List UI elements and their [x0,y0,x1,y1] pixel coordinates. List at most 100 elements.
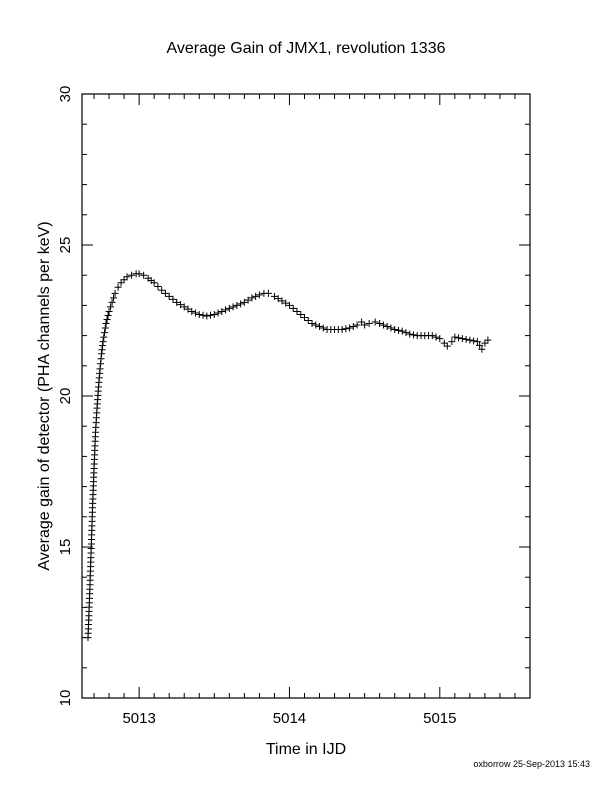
data-point [128,271,136,279]
data-point [114,283,122,291]
data-point [361,321,369,329]
data-point [338,326,346,334]
data-point [398,327,406,335]
data-point [443,342,451,350]
axis-ticks [82,93,531,699]
data-point [285,301,293,309]
data-point [199,311,207,319]
data-point [476,341,484,349]
x-tick-label: 5013 [122,710,155,727]
data-point [140,271,148,279]
data-point [244,296,252,304]
data-point [207,311,215,319]
data-point [176,301,184,309]
data-point [240,298,248,306]
data-point [218,307,226,315]
data-point [451,333,459,341]
data-point [214,309,222,317]
data-point [462,335,470,343]
data-point [304,317,312,324]
data-point [358,318,366,326]
y-tick-label: 20 [57,388,74,405]
data-point [365,320,373,328]
data-point [110,294,118,302]
data-point [104,311,112,319]
data-point [466,336,474,344]
credit-line: oxborrow 25-Sep-2013 15:43 [473,759,590,769]
data-point [105,307,113,315]
data-point [278,297,286,305]
data-point [102,320,110,328]
y-tick-label: 15 [57,539,74,556]
data-point [165,292,173,300]
data-point [161,289,169,297]
data-point [470,337,478,345]
y-axis-label: Average gain of detector (PHA channels p… [36,221,53,570]
data-point [316,323,324,331]
data-point [353,321,361,329]
data-point [308,320,316,328]
data-point [101,324,109,332]
data-point [222,306,230,314]
data-point [300,313,308,321]
data-point [440,339,448,347]
data-point [97,355,105,363]
data-point [391,326,399,334]
data-point [120,276,128,284]
data-point [264,289,272,297]
data-point [255,291,263,299]
data-point [154,283,162,291]
data-point [458,335,466,343]
data-point [150,279,158,287]
data-point [274,295,282,303]
data-point [428,332,436,340]
x-tick-label: 5015 [423,710,456,727]
data-point [248,294,256,302]
data-point [107,303,115,311]
data-point [111,289,119,297]
data-point [158,286,166,294]
data-point [100,333,108,341]
data-point [99,342,107,350]
x-tick-label: 5014 [273,710,306,727]
data-point [289,304,297,312]
data-point [371,318,379,326]
data-point [98,346,106,354]
tick-labels: 5013 5014 5015 10 15 20 25 30 [57,86,456,727]
data-point [99,338,107,346]
data-point [448,338,456,346]
y-tick-label: 25 [57,237,74,254]
data-point [252,292,260,300]
data-point [180,303,188,311]
plot-frame [81,93,531,699]
data-point [406,330,414,338]
x-axis-label: Time in IJD [266,741,346,758]
data-point [103,315,111,323]
data-point [432,333,440,341]
data-point [237,300,245,308]
data-point [409,331,417,339]
data-point [123,273,131,281]
data-point [319,324,327,332]
data-point [203,312,211,320]
data-point [383,323,391,331]
data-point [394,326,402,334]
chart-title: Average Gain of JMX1, revolution 1336 [167,40,446,57]
data-point [101,329,109,337]
data-point [188,307,196,315]
data-point [135,270,143,278]
data-point [117,279,125,287]
data-point [455,334,463,342]
data-point [169,295,177,303]
data-point [282,299,290,307]
data-point [349,323,357,331]
data-point [402,329,410,337]
data-point [342,325,350,333]
data-point [478,345,486,353]
data-point [270,292,278,300]
data-point [108,298,116,306]
data-point [173,298,181,306]
data-point [195,310,203,318]
data-point [225,304,233,312]
